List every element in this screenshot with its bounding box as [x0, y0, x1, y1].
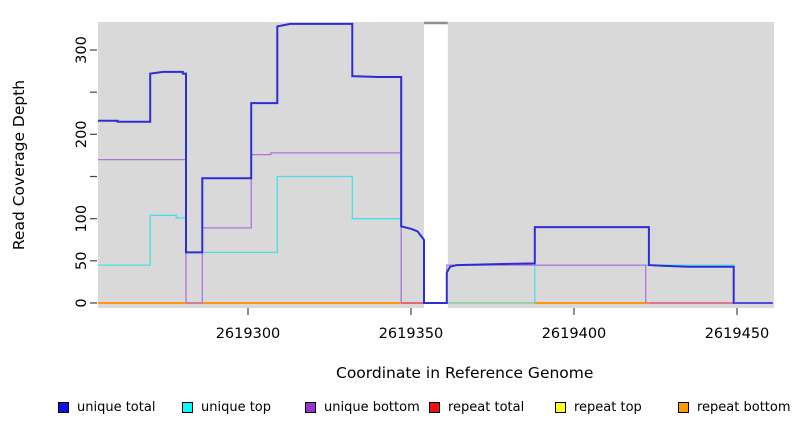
series-unique-total: [98, 22, 773, 304]
legend-label: unique bottom: [324, 399, 420, 415]
x-axis-title: Coordinate in Reference Genome: [336, 364, 594, 382]
legend-label: repeat total: [448, 399, 525, 415]
legend-item-repeat-top: repeat top: [555, 398, 642, 416]
legend-item-repeat-bottom: repeat bottom: [678, 398, 791, 416]
x-tick-label: 2619300: [216, 326, 281, 342]
coverage-gap-band: [424, 22, 448, 308]
legend-item-unique-total: unique total: [58, 398, 155, 416]
legend-item-repeat-total: repeat total: [429, 398, 524, 416]
legend: unique total unique top unique bottom re…: [0, 398, 792, 422]
legend-label: repeat top: [574, 399, 642, 415]
unique-total-swatch-icon: [58, 401, 69, 413]
legend-label: repeat bottom: [697, 399, 791, 415]
x-tick-label: 2619450: [705, 326, 770, 342]
repeat-bottom-swatch-icon: [678, 401, 689, 413]
y-tick-label: 200: [74, 120, 90, 148]
legend-item-unique-top: unique top: [182, 398, 271, 416]
unique-top-swatch-icon: [182, 401, 193, 413]
x-tick-label: 2619350: [379, 326, 444, 342]
y-tick-label: 300: [74, 36, 90, 64]
repeat-top-swatch-icon: [555, 401, 566, 413]
y-tick-label: 100: [74, 205, 90, 233]
legend-item-unique-bottom: unique bottom: [305, 398, 420, 416]
repeat-total-swatch-icon: [429, 401, 440, 413]
legend-label: unique total: [77, 399, 156, 415]
y-tick-label: 50: [74, 252, 90, 270]
series-unique-bottom: [98, 152, 402, 304]
x-tick-label: 2619400: [542, 326, 607, 342]
legend-label: unique top: [201, 399, 272, 415]
y-axis-title: Read Coverage Depth: [10, 79, 28, 251]
unique-bottom-swatch-icon: [305, 401, 316, 413]
y-tick-label: 0: [74, 298, 90, 307]
